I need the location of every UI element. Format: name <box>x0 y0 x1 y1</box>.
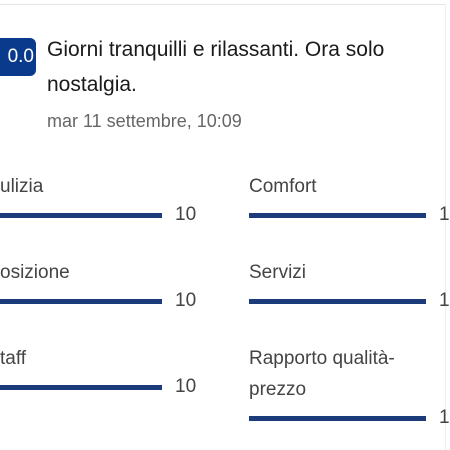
rating-value: 10 <box>175 204 197 225</box>
rating-bar <box>0 385 162 390</box>
rating-bar <box>249 299 426 304</box>
rating-value: 1 <box>439 204 450 225</box>
rating-label: Servizi <box>249 262 307 283</box>
rating-label: taff <box>0 348 27 369</box>
rating-value: 10 <box>175 376 197 397</box>
rating-bar <box>0 213 162 218</box>
rating-label: osizione <box>0 262 70 283</box>
review-title: Giorni tranquilli e rilassanti. Ora solo <box>47 38 385 61</box>
rating-bar <box>249 416 426 421</box>
card-border <box>445 4 446 450</box>
review-date: mar 11 settembre, 10:09 <box>47 111 242 131</box>
rating-value: 10 <box>175 290 197 311</box>
rating-value: 1 <box>439 290 450 311</box>
rating-label: prezzo <box>249 379 307 400</box>
score-badge: 0.0 <box>0 38 36 76</box>
rating-value: 1 <box>439 407 450 428</box>
review-title: nostalgia. <box>47 73 137 96</box>
rating-bar <box>0 299 162 304</box>
rating-label: Rapporto qualità- <box>249 348 395 369</box>
card-border <box>0 4 446 5</box>
rating-bar <box>249 213 426 218</box>
rating-label: Comfort <box>249 176 317 197</box>
rating-label: ulizia <box>0 176 44 197</box>
